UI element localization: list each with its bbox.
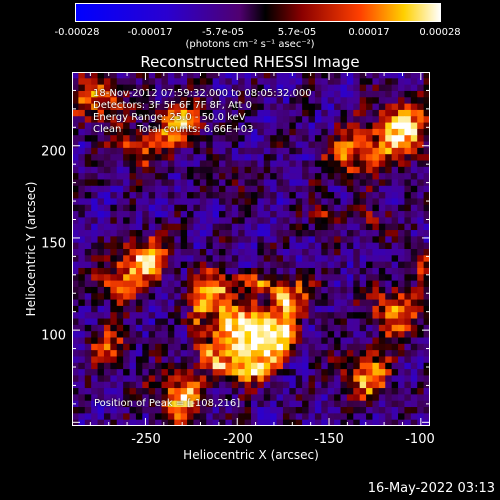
- colorbar-tick: -5.7e-05: [202, 27, 244, 38]
- y-tick-label: 200: [41, 144, 66, 160]
- annotation-clean-counts: Clean Total counts: 6.66E+03: [93, 124, 254, 135]
- colorbar-tick: 0.00017: [348, 27, 390, 38]
- colorbar-tick: -0.00017: [127, 27, 173, 38]
- colorbar-tick: -0.00028: [54, 27, 100, 38]
- x-tick-label: -250: [131, 432, 161, 447]
- x-tick-label: -200: [223, 432, 253, 447]
- peak-position: Position of Peak = [-108,216]: [94, 398, 241, 409]
- colorbar: [75, 3, 441, 22]
- annotation-energy-range: Energy Range: 25.0 - 50.0 keV: [93, 112, 246, 123]
- heatmap-plot: [72, 72, 430, 426]
- x-tick-label: -100: [405, 432, 435, 447]
- y-tick-label: 150: [41, 236, 66, 252]
- y-axis-label: Heliocentric Y (arcsec): [24, 181, 38, 317]
- y-tick-label: 100: [41, 328, 66, 344]
- annotation-time-range: 18-Nov-2012 07:59:32.000 to 08:05:32.000: [93, 88, 312, 99]
- colorbar-tick: 5.7e-05: [277, 27, 317, 38]
- x-axis-label: Heliocentric X (arcsec): [183, 448, 319, 462]
- colorbar-units: (photons cm⁻² s⁻¹ asec⁻²): [185, 39, 315, 50]
- chart-title: Reconstructed RHESSI Image: [140, 53, 360, 71]
- colorbar-tick: 0.00028: [419, 27, 461, 38]
- x-tick-label: -150: [314, 432, 344, 447]
- plot-date: 16-May-2022 03:13: [367, 481, 495, 496]
- plot-frame: [72, 72, 430, 426]
- annotation-detectors: Detectors: 3F 5F 6F 7F 8F, Att 0: [93, 100, 253, 111]
